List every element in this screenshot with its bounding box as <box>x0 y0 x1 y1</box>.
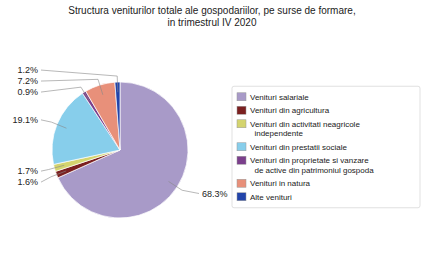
data-label: 7.2% <box>17 76 38 86</box>
data-label: 19.1% <box>12 115 38 125</box>
pie-slice <box>115 82 120 150</box>
legend-label: Venituri din agricultura <box>250 106 330 115</box>
legend-label: Venituri din prestatii sociale <box>250 143 347 152</box>
data-label: 0.9% <box>17 87 38 97</box>
legend-swatch <box>237 156 246 164</box>
data-label: 1.7% <box>17 166 38 176</box>
legend-frame <box>232 86 420 208</box>
leader-line <box>41 70 118 92</box>
legend-swatch <box>237 143 246 151</box>
legend-label: Alte venituri <box>250 193 292 202</box>
legend-label: Venituri in natura <box>250 179 311 188</box>
chart: Structura veniturilor totale ale gospoda… <box>0 0 424 258</box>
data-label: 1.2% <box>17 65 38 75</box>
data-labels: 68.3% 1.6%1.7% 19.1% 0.9%7.2%1.2% <box>12 65 227 198</box>
title: Structura veniturilor totale ale gospoda… <box>68 5 355 28</box>
leader-line <box>169 181 199 193</box>
leader-line <box>41 87 89 101</box>
data-label: 1.6% <box>17 177 38 187</box>
legend-label: Venituri salariale <box>250 93 309 102</box>
data-label: 68.3% <box>202 189 228 199</box>
legend-swatch <box>237 120 246 128</box>
pie <box>52 82 188 218</box>
pie-slice <box>86 82 120 150</box>
legend-label: Venituri din proprietate si vanzare de a… <box>250 156 374 175</box>
legend-swatch <box>237 193 246 201</box>
legend-swatch <box>237 106 246 114</box>
legend-swatch <box>237 93 246 101</box>
legend-swatch <box>237 179 246 187</box>
leader-line <box>41 165 64 171</box>
leader-line <box>41 79 103 94</box>
leader-line <box>41 171 66 182</box>
leader-line <box>41 120 66 128</box>
legend: Venituri salariale Venituri din agricultu… <box>232 86 420 208</box>
legend-label: Venituri din activitati neagricole indep… <box>250 120 360 139</box>
